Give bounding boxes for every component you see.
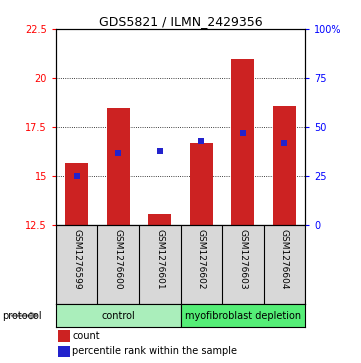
Text: GSM1276599: GSM1276599 (72, 229, 81, 290)
Bar (180, 304, 305, 327)
Title: GDS5821 / ILMN_2429356: GDS5821 / ILMN_2429356 (99, 15, 262, 28)
Bar (231, 58, 254, 225)
Text: protocol: protocol (2, 311, 42, 321)
Point (74, 174, 80, 179)
Point (157, 148, 162, 154)
Bar (58, 330, 70, 342)
Text: control: control (101, 311, 135, 321)
Text: myofibroblast depletion: myofibroblast depletion (185, 311, 301, 321)
Bar (58, 346, 70, 357)
Bar (65, 163, 88, 225)
Bar (107, 107, 130, 225)
Text: GSM1276603: GSM1276603 (238, 229, 247, 290)
Bar (273, 106, 296, 225)
Bar (190, 143, 213, 225)
Bar (56, 304, 180, 327)
Point (240, 130, 245, 136)
Text: GSM1276601: GSM1276601 (155, 229, 164, 290)
Text: GSM1276604: GSM1276604 (280, 229, 289, 290)
Point (282, 140, 287, 146)
Text: GSM1276602: GSM1276602 (197, 229, 206, 290)
Point (199, 138, 204, 144)
Text: GSM1276600: GSM1276600 (114, 229, 123, 290)
Point (116, 150, 121, 156)
Bar (148, 214, 171, 225)
Text: percentile rank within the sample: percentile rank within the sample (72, 346, 237, 356)
Text: count: count (72, 331, 100, 341)
